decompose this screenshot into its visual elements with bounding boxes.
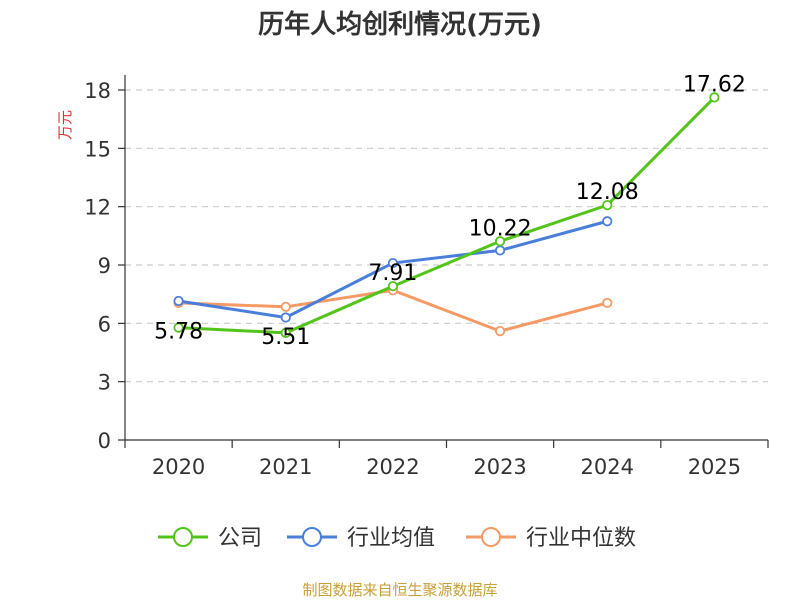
data-point xyxy=(494,245,506,256)
data-point xyxy=(173,295,184,307)
y-tick-label: 15 xyxy=(84,137,111,161)
legend-marker xyxy=(302,527,322,547)
legend-label: 行业均值 xyxy=(347,526,435,551)
data-point xyxy=(709,92,720,103)
legend-label: 行业中位数 xyxy=(526,526,636,551)
y-tick-label: 12 xyxy=(84,196,111,220)
x-tick-label: 2023 xyxy=(473,455,526,479)
series-group xyxy=(173,92,720,338)
x-tick-label: 2021 xyxy=(259,455,312,479)
data-point xyxy=(602,216,613,227)
chart-title: 历年人均创利情况(万元) xyxy=(258,9,542,40)
data-label: 7.91 xyxy=(368,261,417,286)
legend: 公司 行业均值 行业中位数 xyxy=(158,526,636,551)
data-point xyxy=(602,297,613,309)
data-point xyxy=(494,326,506,337)
y-tick-label: 0 xyxy=(98,429,111,453)
data-point xyxy=(387,281,399,292)
data-label: 12.08 xyxy=(576,180,639,205)
legend-marker xyxy=(173,527,193,547)
data-point xyxy=(280,327,291,338)
data-label: 5.78 xyxy=(154,320,203,345)
y-tick-label: 6 xyxy=(98,312,111,336)
data-point xyxy=(280,312,291,323)
data-label: 5.51 xyxy=(261,325,310,350)
grid-lines xyxy=(125,89,768,383)
data-point xyxy=(387,257,399,269)
data-label: 10.22 xyxy=(469,216,532,241)
y-axis-label: 万元 xyxy=(56,110,74,140)
data-labels: 5.78 5.51 7.91 10.22 12.08 17.62 xyxy=(154,72,746,349)
axes: 0 3 6 9 12 15 18 2020 2021 2022 2023 2024 2025 xyxy=(84,75,769,479)
x-tick-label: 2024 xyxy=(581,455,634,479)
legend-item-0[interactable]: 公司 xyxy=(158,526,262,551)
legend-item-2[interactable]: 行业中位数 xyxy=(466,526,636,551)
source-note: 制图数据来自恒生聚源数据库 xyxy=(302,581,497,599)
data-point xyxy=(173,322,184,333)
x-tick-label: 2020 xyxy=(152,455,205,479)
series-line-0 xyxy=(178,96,716,335)
legend-label: 公司 xyxy=(218,526,262,551)
data-point xyxy=(494,236,506,247)
legend-item-1[interactable]: 行业均值 xyxy=(287,526,435,551)
y-tick-label: 9 xyxy=(98,254,111,278)
legend-marker xyxy=(481,527,501,547)
y-tick-label: 18 xyxy=(84,79,111,103)
data-label: 17.62 xyxy=(683,72,746,97)
x-tick-label: 2025 xyxy=(688,455,741,479)
x-tick-label: 2022 xyxy=(366,455,419,479)
y-tick-label: 3 xyxy=(98,371,111,395)
data-point xyxy=(602,200,613,211)
data-point xyxy=(280,301,291,312)
